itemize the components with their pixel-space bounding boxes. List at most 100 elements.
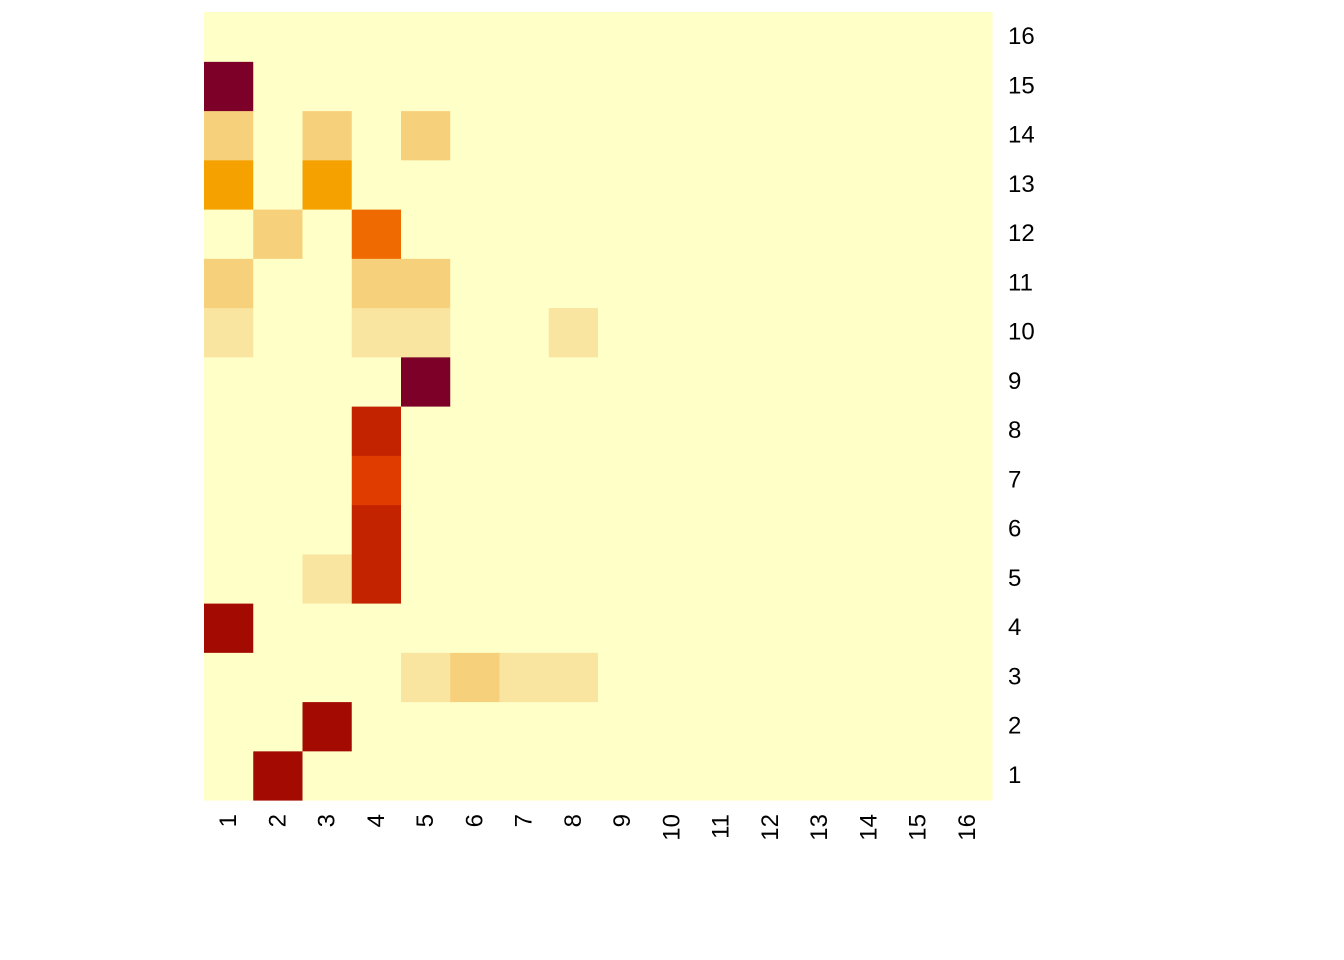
heatmap-cell	[401, 750, 451, 801]
heatmap-cell	[302, 356, 353, 407]
heatmap-cell	[696, 159, 747, 210]
heatmap-cell	[745, 258, 796, 309]
heatmap-cell	[401, 504, 451, 555]
heatmap-cell	[302, 504, 353, 555]
heatmap-cell	[302, 455, 353, 506]
heatmap-cell	[302, 12, 353, 62]
heatmap-cell	[893, 110, 944, 161]
heatmap-cell	[499, 258, 550, 309]
heatmap-cell	[598, 652, 648, 703]
y-tick-label: 4	[1008, 614, 1021, 641]
heatmap-cell	[942, 701, 993, 752]
heatmap-cell	[598, 701, 648, 752]
heatmap-cell	[253, 406, 304, 456]
y-tick-label: 2	[1008, 713, 1021, 740]
heatmap-cell	[942, 12, 993, 62]
heatmap-cell	[745, 455, 796, 506]
heatmap-cell	[598, 159, 648, 210]
heatmap-cell	[795, 209, 845, 259]
heatmap-cell	[302, 307, 353, 358]
heatmap-cell	[351, 750, 402, 801]
heatmap-cell	[942, 504, 993, 555]
heatmap-cell	[696, 455, 747, 506]
heatmap-cell	[450, 209, 501, 259]
y-tick-label: 9	[1008, 368, 1021, 395]
heatmap-cell	[351, 504, 402, 555]
heatmap-cell	[844, 504, 895, 555]
heatmap-cell	[598, 110, 648, 161]
heatmap-cell	[499, 61, 550, 112]
heatmap-cell	[302, 258, 353, 309]
heatmap-cell	[548, 12, 599, 62]
heatmap-cell	[499, 701, 550, 752]
heatmap-cell	[795, 504, 845, 555]
heatmap-cell	[893, 652, 944, 703]
heatmap-cell	[548, 258, 599, 309]
heatmap-cell	[450, 12, 501, 62]
heatmap-cell	[647, 110, 698, 161]
heatmap-cell	[499, 504, 550, 555]
heatmap-cell	[351, 110, 402, 161]
heatmap-cell	[401, 701, 451, 752]
heatmap-cell	[204, 504, 254, 555]
heatmap-cell	[745, 110, 796, 161]
heatmap-cell	[844, 12, 895, 62]
heatmap-cell	[942, 455, 993, 506]
heatmap-cell	[598, 307, 648, 358]
heatmap-cell	[893, 455, 944, 506]
heatmap-cell	[696, 258, 747, 309]
heatmap-cell	[598, 258, 648, 309]
heatmap-cell	[696, 652, 747, 703]
heatmap-cell	[548, 110, 599, 161]
heatmap-cell	[795, 159, 845, 210]
heatmap-cell	[401, 406, 451, 456]
y-tick-label: 10	[1008, 319, 1035, 346]
heatmap-cell	[795, 307, 845, 358]
heatmap-cell	[351, 356, 402, 407]
heatmap-cell	[253, 61, 304, 112]
x-tick-label: 3	[314, 814, 341, 827]
x-tick-label: 7	[511, 814, 538, 827]
heatmap-cell	[499, 652, 550, 703]
x-tick-label: 14	[855, 814, 882, 841]
y-tick-label: 1	[1008, 762, 1021, 789]
heatmap-cell	[253, 110, 304, 161]
heatmap-cell	[450, 504, 501, 555]
heatmap-cell	[351, 307, 402, 358]
heatmap-cell	[647, 356, 698, 407]
heatmap-cell	[302, 61, 353, 112]
heatmap-cell	[401, 12, 451, 62]
heatmap-cell	[351, 159, 402, 210]
y-tick-label: 5	[1008, 565, 1021, 592]
heatmap-cell	[745, 307, 796, 358]
heatmap-cell	[204, 652, 254, 703]
heatmap-cell	[598, 750, 648, 801]
heatmap-cell	[351, 652, 402, 703]
heatmap-cell	[844, 258, 895, 309]
heatmap-cell	[893, 12, 944, 62]
heatmap-cell	[844, 110, 895, 161]
heatmap-cell	[548, 307, 599, 358]
heatmap-cell	[351, 258, 402, 309]
heatmap-cell	[745, 406, 796, 456]
heatmap-cell	[696, 12, 747, 62]
heatmap-cell	[302, 652, 353, 703]
heatmap-cell	[302, 603, 353, 653]
x-tick-label: 5	[412, 814, 439, 827]
heatmap-cell	[204, 209, 254, 259]
heatmap-cell	[401, 61, 451, 112]
heatmap-cell	[795, 258, 845, 309]
heatmap-cell	[253, 12, 304, 62]
heatmap-cell	[253, 553, 304, 604]
heatmap-cell	[647, 307, 698, 358]
heatmap-cell	[302, 553, 353, 604]
heatmap-cell	[450, 406, 501, 456]
heatmap-cell	[745, 61, 796, 112]
heatmap-cell	[204, 110, 254, 161]
heatmap-cell	[893, 750, 944, 801]
heatmap-cell	[253, 652, 304, 703]
heatmap-cell	[696, 750, 747, 801]
heatmap-cell	[598, 61, 648, 112]
heatmap-cell	[401, 307, 451, 358]
heatmap-cell	[499, 110, 550, 161]
